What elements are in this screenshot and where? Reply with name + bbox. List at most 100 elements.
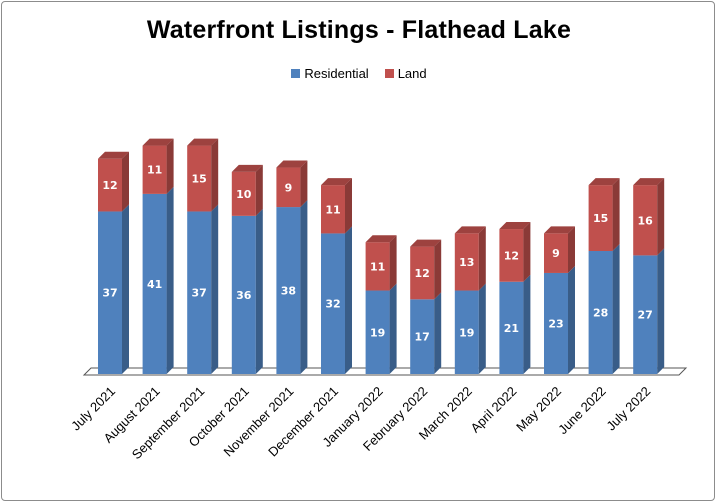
- data-label-land: 11: [370, 260, 385, 273]
- bar-land: [544, 233, 568, 273]
- bar-side-land: [122, 151, 129, 212]
- bar-residential: [276, 207, 301, 374]
- bar-top-land: [454, 226, 486, 234]
- bar-land: [633, 185, 658, 256]
- x-tick-label: June 2022: [555, 384, 609, 438]
- bar-top-land: [98, 151, 129, 159]
- bar-side-residential: [478, 283, 486, 374]
- bar-residential: [499, 281, 524, 374]
- data-label-land: 12: [504, 249, 519, 262]
- bar-residential: [142, 193, 167, 374]
- data-label-land: 15: [192, 173, 207, 186]
- bar-land: [321, 185, 345, 234]
- bar-side-land: [300, 160, 308, 208]
- bar-top-land: [633, 178, 665, 186]
- bar-residential: [187, 211, 212, 374]
- bar-side-land: [389, 235, 397, 291]
- bar-top-land: [231, 164, 263, 172]
- bar-residential: [365, 290, 390, 374]
- data-label-land: 13: [459, 256, 474, 269]
- bar-side-land: [434, 239, 442, 300]
- bar-land: [276, 167, 301, 208]
- bar-side-residential: [657, 248, 665, 374]
- bar-top-land: [365, 235, 397, 243]
- bar-land: [588, 185, 613, 251]
- bar-residential: [410, 299, 435, 374]
- bar-land: [365, 242, 390, 291]
- bar-top-land: [321, 178, 352, 186]
- bar-side-land: [478, 226, 486, 291]
- bar-residential: [454, 290, 479, 374]
- bar-residential: [588, 251, 613, 374]
- bar-side-residential: [300, 200, 308, 374]
- bar-side-residential: [434, 292, 442, 374]
- bar-side-residential: [568, 265, 575, 374]
- bar-top-land: [499, 222, 531, 230]
- data-label-residential: 19: [370, 326, 385, 339]
- bar-land: [187, 145, 212, 212]
- bar-land: [410, 246, 435, 300]
- bar-side-residential: [345, 226, 352, 374]
- data-label-residential: 27: [638, 309, 653, 322]
- data-label-residential: 28: [593, 307, 608, 320]
- bar-residential: [321, 233, 345, 374]
- data-label-land: 12: [102, 179, 117, 192]
- bar-side-residential: [612, 244, 620, 374]
- data-label-residential: 17: [415, 331, 430, 344]
- bar-side-residential: [523, 274, 531, 374]
- legend: Residential Land: [0, 66, 718, 81]
- chart-title: Waterfront Listings - Flathead Lake: [146, 16, 572, 44]
- bar-side-land: [612, 178, 620, 251]
- x-tick-label: July 2022: [603, 384, 653, 434]
- bar-side-land: [211, 138, 219, 212]
- data-label-residential: 37: [102, 287, 117, 300]
- bar-side-residential: [122, 204, 129, 374]
- data-label-residential: 21: [504, 322, 519, 335]
- bar-side-residential: [389, 283, 397, 374]
- bar-side-land: [657, 178, 665, 256]
- bar-side-land: [255, 164, 263, 216]
- data-label-land: 16: [638, 214, 654, 227]
- data-label-residential: 38: [281, 285, 296, 298]
- bar-residential: [98, 211, 122, 374]
- bar-land: [499, 229, 524, 282]
- data-label-residential: 23: [548, 317, 563, 330]
- data-label-land: 15: [593, 212, 608, 225]
- x-tick-label: April 2022: [468, 384, 520, 436]
- data-label-land: 12: [415, 267, 430, 280]
- legend-swatch-residential: [291, 69, 301, 78]
- bar-side-land: [568, 226, 575, 273]
- bar-residential: [544, 272, 568, 374]
- data-label-residential: 41: [147, 278, 162, 291]
- bar-top-land: [276, 160, 308, 168]
- legend-swatch-land: [384, 69, 394, 78]
- legend-label-residential: Residential: [304, 66, 369, 81]
- data-label-land: 9: [285, 181, 293, 194]
- data-label-residential: 19: [459, 326, 474, 339]
- data-label-land: 10: [236, 188, 252, 201]
- bar-side-residential: [255, 208, 263, 374]
- data-label-land: 9: [552, 247, 560, 260]
- bar-land: [231, 171, 256, 216]
- bar-side-land: [345, 178, 352, 234]
- bar-side-land: [523, 222, 531, 282]
- data-label-residential: 37: [192, 287, 207, 300]
- bar-top-land: [544, 226, 575, 234]
- bar-side-residential: [166, 186, 174, 374]
- bar-top-land: [142, 138, 174, 146]
- bar-side-land: [166, 138, 174, 194]
- data-label-land: 11: [147, 164, 162, 177]
- bar-land: [98, 158, 122, 212]
- bar-top-land: [187, 138, 219, 146]
- bar-residential: [633, 255, 658, 374]
- legend-item-residential: Residential: [291, 66, 369, 81]
- legend-item-land: Land: [384, 66, 427, 81]
- bar-land: [454, 233, 479, 291]
- bar-land: [142, 145, 167, 194]
- bar-top-land: [588, 178, 620, 186]
- legend-label-land: Land: [397, 66, 427, 81]
- bar-top-land: [410, 239, 442, 247]
- bar-side-residential: [211, 204, 219, 374]
- data-label-residential: 36: [236, 289, 252, 302]
